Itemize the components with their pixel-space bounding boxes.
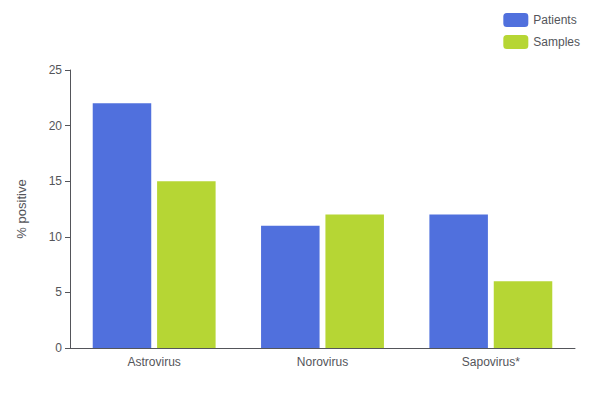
svg-text:Sapovirus*: Sapovirus*	[462, 355, 520, 369]
svg-text:Astrovirus: Astrovirus	[127, 355, 180, 369]
svg-text:5: 5	[55, 285, 62, 299]
svg-text:Norovirus: Norovirus	[297, 355, 348, 369]
svg-text:20: 20	[49, 119, 63, 133]
svg-text:15: 15	[49, 174, 63, 188]
svg-text:25: 25	[49, 63, 63, 77]
svg-text:Samples: Samples	[533, 35, 580, 49]
svg-text:10: 10	[49, 230, 63, 244]
svg-text:Patients: Patients	[533, 13, 576, 27]
svg-text:% positive: % positive	[14, 179, 29, 238]
svg-text:0: 0	[55, 341, 62, 355]
